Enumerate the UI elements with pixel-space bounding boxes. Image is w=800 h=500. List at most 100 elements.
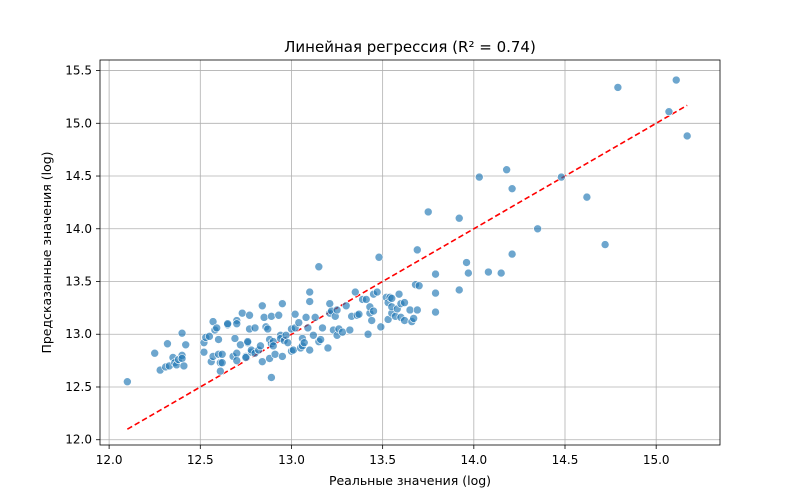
data-point [283, 338, 293, 347]
data-point [181, 340, 191, 350]
x-tick-label: 13.5 [369, 453, 396, 467]
data-point [294, 318, 304, 327]
data-point [278, 352, 287, 361]
data-point [367, 316, 377, 325]
data-point [664, 107, 674, 116]
data-point [431, 307, 440, 317]
data-point [303, 323, 313, 333]
data-point [301, 313, 311, 322]
regression-line [126, 104, 688, 430]
data-point [299, 338, 309, 347]
data-point [177, 354, 187, 363]
x-tick-label: 12.0 [96, 453, 123, 467]
data-point [354, 309, 364, 319]
x-tick-label: 14.5 [552, 453, 579, 467]
data-point [414, 281, 424, 291]
regression-line-layer [126, 104, 688, 430]
data-point [305, 287, 315, 297]
data-point [314, 262, 324, 272]
data-point [270, 349, 280, 359]
chart-title: Линейная регрессия (R² = 0.74) [284, 38, 536, 56]
data-point [454, 285, 464, 295]
data-point [263, 324, 273, 334]
data-point [267, 312, 276, 321]
data-point [412, 245, 422, 255]
data-point [232, 348, 242, 358]
data-point [682, 131, 692, 141]
data-point [163, 339, 172, 349]
data-point [412, 305, 422, 315]
data-point [464, 268, 473, 278]
data-point [290, 309, 300, 319]
data-point [199, 347, 209, 357]
data-point [230, 334, 240, 343]
data-point [259, 313, 269, 322]
data-point [123, 377, 132, 387]
y-tick-label: 13.5 [65, 275, 92, 289]
data-point [179, 361, 189, 371]
data-point [268, 341, 278, 351]
data-point [177, 328, 187, 338]
data-point [496, 268, 506, 278]
data-point [372, 287, 382, 297]
data-point [216, 366, 225, 376]
data-point [557, 172, 566, 182]
data-point [278, 299, 287, 308]
data-point [600, 240, 610, 249]
data-point [350, 287, 360, 297]
data-point [369, 306, 378, 316]
data-point [533, 224, 542, 234]
y-axis-ticks: 12.0 12.5 13.0 13.5 14.0 14.5 15.0 15.5 [65, 64, 100, 447]
data-point [232, 319, 242, 328]
data-point [394, 289, 404, 299]
data-point [257, 301, 267, 311]
data-point [257, 357, 267, 366]
data-point [423, 207, 433, 217]
data-point [241, 353, 251, 362]
y-tick-label: 12.5 [65, 380, 92, 394]
data-point [338, 327, 347, 337]
data-point [332, 305, 342, 315]
y-tick-label: 14.5 [65, 169, 92, 183]
data-point [316, 335, 325, 344]
data-point [361, 295, 371, 304]
data-point [507, 184, 517, 193]
data-point [374, 252, 384, 262]
y-tick-label: 13.0 [65, 327, 92, 341]
data-point [341, 301, 351, 311]
x-axis-label: Реальные значения (log) [329, 473, 491, 488]
grid [100, 60, 720, 445]
data-point [288, 345, 298, 355]
data-point [383, 315, 393, 324]
plot-frame [99, 59, 721, 446]
data-point [454, 213, 464, 223]
y-tick-label: 12.0 [65, 433, 92, 447]
data-point [223, 319, 232, 328]
data-point [309, 331, 318, 340]
data-point [484, 267, 493, 277]
data-point [305, 345, 315, 355]
data-point [363, 329, 373, 339]
data-point [305, 297, 315, 306]
x-tick-label: 12.5 [187, 453, 214, 467]
data-point [281, 331, 291, 340]
y-tick-label: 14.0 [65, 222, 92, 236]
data-point [582, 192, 592, 202]
x-tick-label: 14.0 [460, 453, 487, 467]
y-tick-label: 15.5 [65, 64, 92, 78]
data-point [323, 343, 333, 353]
data-point [310, 313, 320, 322]
data-point [318, 323, 327, 333]
y-tick-label: 15.0 [65, 116, 92, 130]
data-point [212, 323, 222, 333]
data-point [214, 335, 223, 344]
data-point [236, 340, 245, 350]
data-point [217, 358, 227, 368]
data-point [243, 337, 253, 346]
data-point [431, 288, 440, 298]
x-tick-label: 13.0 [278, 453, 305, 467]
data-point [502, 165, 511, 174]
data-point [671, 75, 681, 85]
data-point [256, 341, 265, 351]
data-point [208, 317, 218, 326]
